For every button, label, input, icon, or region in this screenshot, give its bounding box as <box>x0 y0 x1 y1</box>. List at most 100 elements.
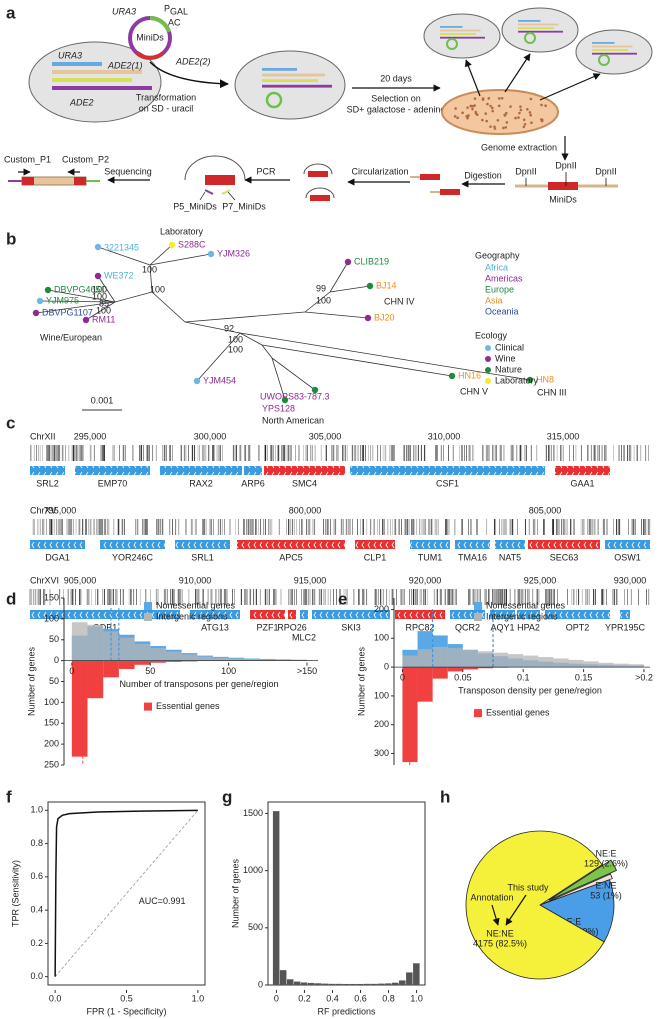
legend-item: Asia <box>485 295 503 305</box>
legend-swatch <box>144 613 152 621</box>
gene-strand <box>450 610 485 619</box>
gene-strand <box>355 540 395 549</box>
colony <box>453 115 457 118</box>
histogram-bar <box>477 651 494 668</box>
histogram-bar <box>275 659 292 661</box>
gene-label: PZF1 <box>256 622 278 632</box>
tree-branch <box>304 291 331 313</box>
colony <box>471 107 474 111</box>
colony <box>473 97 477 100</box>
histogram-bar <box>583 661 599 668</box>
clade-label: CHN IV <box>384 296 415 306</box>
x-tick-label: 0.1 <box>517 672 530 682</box>
strain-label: BJ14 <box>376 280 397 290</box>
gene-label: SEC63 <box>550 552 579 562</box>
coordinate: 310,000 <box>428 431 461 441</box>
colony <box>489 125 492 128</box>
tree-branch <box>114 291 153 303</box>
x-axis-label: Transposon density per gene/region <box>458 685 602 695</box>
label: Custom_P2 <box>62 154 109 164</box>
panel-letter: g <box>222 787 232 806</box>
colony <box>486 102 489 106</box>
colony <box>496 118 500 122</box>
bootstrap: 85 <box>99 298 109 308</box>
clade-label: Laboratory <box>160 226 204 236</box>
gene-strand <box>528 540 600 549</box>
gene-strand <box>190 610 240 619</box>
y-axis-label: TPR (Sensitivity) <box>10 860 20 927</box>
y-tick-label: 1500 <box>243 808 263 818</box>
gene-strand <box>555 466 610 475</box>
slice-value: 129 (2.6%) <box>584 858 628 868</box>
y-tick-label: 100 <box>374 690 389 700</box>
dna-segment <box>262 79 318 82</box>
histogram-bar <box>134 660 151 665</box>
histogram-bar <box>150 660 166 663</box>
x-tick-label: 0.5 <box>120 993 133 1003</box>
tree-branch <box>271 357 286 401</box>
histogram-bar <box>432 646 448 668</box>
strain-label: YPS128 <box>262 403 295 413</box>
bootstrap: 100 <box>92 284 107 294</box>
histogram-bar <box>272 811 280 985</box>
colony <box>505 121 509 124</box>
legend-title: Geography <box>475 250 520 260</box>
gene-strand <box>517 610 540 619</box>
histogram-bar <box>197 656 213 661</box>
histogram-bar <box>291 659 308 661</box>
gene-label: CLP1 <box>364 552 387 562</box>
coordinate: 910,000 <box>179 575 212 585</box>
dna-segment <box>440 26 463 28</box>
gene-strand <box>495 540 525 549</box>
tree-branch <box>329 261 349 293</box>
x-tick-label: 0 <box>400 672 405 682</box>
histogram-bar <box>244 658 260 661</box>
legend-label: Intergenic regions <box>486 611 558 621</box>
y-tick-label: 1.0 <box>30 805 43 815</box>
gene-label: YOR246C <box>112 552 154 562</box>
gene-strand <box>175 540 230 549</box>
colony <box>491 106 494 110</box>
dna-segment <box>592 45 633 48</box>
histogram-bar <box>378 983 385 985</box>
bootstrap: 100 <box>228 344 243 354</box>
histogram-bar <box>279 970 287 985</box>
bootstrap: 92 <box>224 323 234 333</box>
circular-dna <box>305 187 335 199</box>
gene-label: GAA1 <box>570 478 594 488</box>
gene-label: RPO26 <box>277 622 307 632</box>
x-tick-label: >0.2 <box>635 672 653 682</box>
tree-branch <box>184 311 306 323</box>
colony <box>484 112 488 115</box>
colony <box>481 118 484 122</box>
tree-branch <box>271 357 316 391</box>
label: Selection on <box>371 93 421 103</box>
tree-branch <box>329 285 371 293</box>
colony <box>519 105 522 108</box>
histogram-bar <box>350 983 357 985</box>
histogram-bar <box>613 663 629 668</box>
gene-label: TUM1 <box>418 552 443 562</box>
dna-segment <box>440 36 485 39</box>
legend-label: Essential genes <box>156 701 220 711</box>
tree-branch <box>97 275 116 303</box>
histogram-bar <box>508 654 524 668</box>
x-tick-label: 0.8 <box>382 993 395 1003</box>
bootstrap: 100 <box>92 291 107 301</box>
colony <box>481 97 485 100</box>
dna-segment <box>52 70 142 74</box>
slice-name: NE:E <box>595 848 616 858</box>
strain-label: BJ20 <box>374 312 395 322</box>
y-tick-label: 0 <box>384 661 389 671</box>
gene-strand <box>250 610 285 619</box>
slice-value: 53 (1%) <box>590 890 622 900</box>
plot-frame <box>267 801 426 986</box>
colony <box>489 104 492 108</box>
colony <box>517 116 520 119</box>
label: MiniDs <box>549 194 577 204</box>
bootstrap: 100 <box>142 264 157 274</box>
strain-label: S288C <box>178 239 206 249</box>
dna-segment <box>52 78 132 82</box>
yeast-cell <box>501 7 579 53</box>
fragment <box>440 189 460 195</box>
